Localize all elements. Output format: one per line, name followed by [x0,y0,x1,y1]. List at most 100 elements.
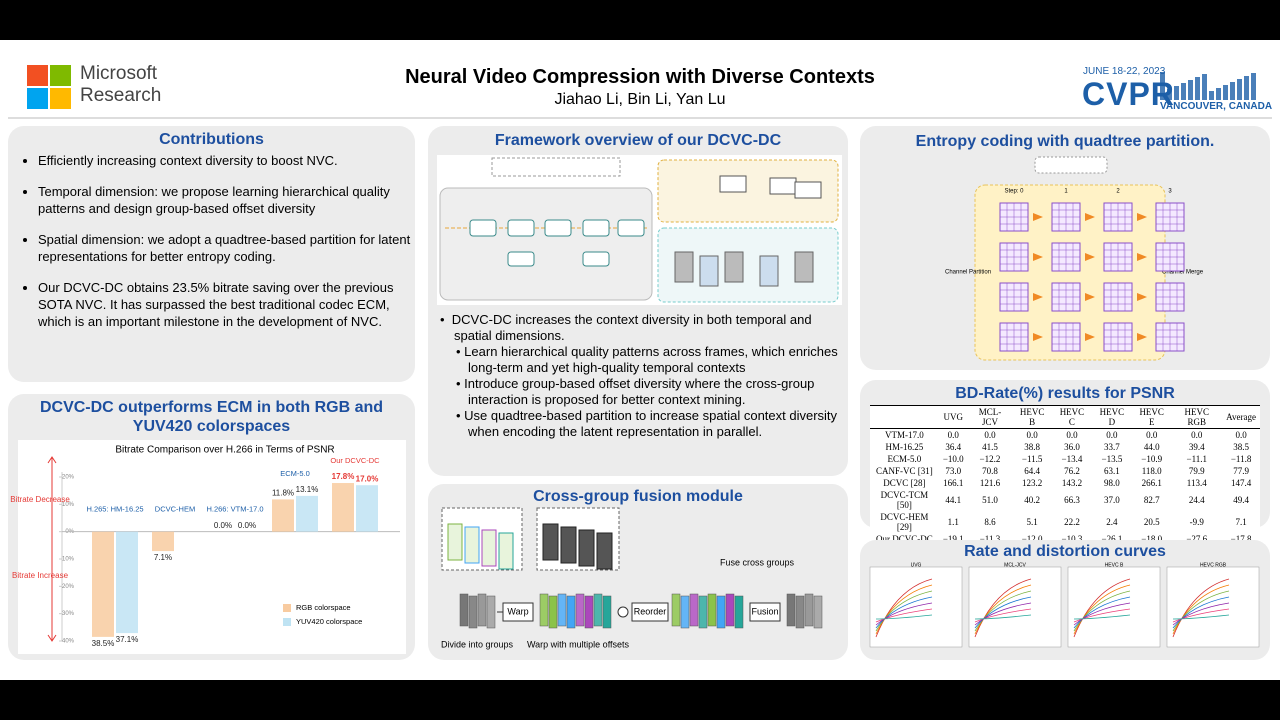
chart-area [18,440,406,654]
skyline [1251,73,1256,100]
value-label: 0.0% [214,521,232,530]
bar [92,531,114,637]
table-cell: 0.0 [1235,430,1247,440]
feature-map [539,593,549,627]
org-name: Microsoft Research [80,63,161,107]
bar [356,485,378,532]
table-cell: 1.1 [947,517,959,527]
table-cell: 73.0 [945,466,962,476]
sub-bullet: • Use quadtree-based partition to increa… [456,408,838,439]
offset-map [447,523,463,561]
feature-map [548,595,558,629]
logo-square [50,65,71,86]
feature-map [486,595,496,629]
feature [759,255,779,287]
curve [1172,584,1230,635]
table-cell: −10.9 [1141,454,1163,464]
table-cell: −13.5 [1101,454,1123,464]
curve [974,614,1032,620]
table-cell: 0.0 [1066,430,1078,440]
y-tick-label: 30% [62,611,75,617]
feature-map [671,593,681,627]
arrow [1085,333,1095,341]
feature-map [804,593,814,627]
bullet-text: Learn hierarchical quality patterns acro… [464,344,838,375]
y-tick-label: 20% [62,584,75,590]
table-cell: 118.0 [1141,466,1162,476]
plot-title: UVG [911,562,922,568]
bullet: • DCVC-DC increases the context diversit… [440,312,812,343]
side-label: Bitrate Increase [12,571,69,580]
curve [974,590,1032,632]
curve [875,590,933,632]
table-cell: −19.1 [942,534,964,544]
table-cell: 20.5 [1143,517,1160,527]
header-row: UVG MCL-JCV HEVC B HEVC C HEVC D HEVC E HEVC R… [870,406,1260,429]
curve [1073,614,1131,620]
curve [1172,578,1230,638]
bar [296,495,318,532]
curve [1172,596,1230,629]
bd-rate-table: UVG MCL-JCV HEVC B HEVC C HEVC D HEVC E HEVC R… [870,405,1260,546]
table-row: DCVC-TCM [50] 44.1 51.0 40.2 66.3 37.0 82.7 24.… [870,489,1260,511]
table-cell: 82.7 [1143,495,1160,505]
org-line: Research [80,85,162,106]
curve [1073,608,1131,623]
feature-map [557,593,567,627]
table-cell: −26.1 [1101,534,1123,544]
table-cell: 24.4 [1188,495,1205,505]
table-cell: 51.0 [982,495,998,505]
y-tick-label: 10% [62,557,75,563]
mask-map [596,532,613,570]
feature-map [575,593,585,627]
value-label: 7.1% [154,553,172,562]
table-row: HM-16.25 36.4 41.5 38.8 36.0 33.7 44.0 39.4 38.5 [870,441,1260,453]
table-cell: 44.0 [1143,442,1160,452]
feature-map [734,595,744,629]
arrow [1085,253,1095,261]
table-cell: 113.4 [1186,478,1207,488]
x-tick-label: H.265: HM-16.25 [86,505,143,514]
bullet: Efficiently increasing context diversity… [38,152,423,169]
direction-arrow [47,456,57,642]
curve [875,602,933,626]
bullet-text: DCVC-DC increases the context diversity … [451,312,812,343]
table-cell: 5.1 [1026,517,1038,527]
table-cell: 64.4 [1024,466,1041,476]
curve [1073,596,1131,629]
mask-map [542,523,559,561]
logo-square [50,88,71,109]
bar [272,499,294,532]
table-cell: −10.3 [1061,534,1083,544]
module [469,219,497,237]
table-cell: 70.8 [982,466,998,476]
feature-map [680,595,690,629]
curve [1172,590,1230,632]
curve [1172,614,1230,620]
bar [152,531,174,552]
table-cell: 147.4 [1230,478,1252,488]
plot-title: HEVC B [1105,562,1124,568]
table-cell: −12.0 [1021,534,1043,544]
curve [1073,584,1131,635]
value-label: 38.5% [92,639,115,648]
y-tick-label: 0% [65,529,74,535]
curve [974,602,1032,626]
skyline [1167,89,1172,100]
table-cell: −18.0 [1141,534,1163,544]
table-cell: 63.1 [1104,466,1120,476]
step-label: 2 [1116,189,1120,195]
table-cell: 8.6 [984,517,996,527]
module [769,177,797,195]
org-line: Microsoft [80,63,158,84]
feature-map [689,593,699,627]
curve [1073,590,1131,632]
legend-swatch [283,604,291,612]
feature-map [707,593,717,627]
feature [699,255,719,287]
arrow [1085,293,1095,301]
feature-map [786,593,796,627]
feature [724,251,744,283]
poster-title: Neural Video Compression with Diverse Co… [405,66,875,88]
module [507,219,535,237]
